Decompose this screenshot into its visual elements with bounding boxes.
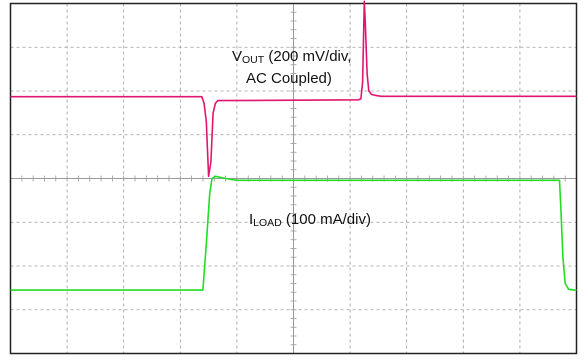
iload-label-sub: LOAD [253,217,282,229]
vout-label-sub: OUT [242,54,265,66]
iload-label-rest: (100 mA/div) [282,211,371,228]
vout-annotation: VOUT (200 mV/div, [232,48,351,66]
traces [10,0,577,291]
vout-label-rest: (200 mV/div, [264,48,351,65]
vout-label-main: V [232,48,242,65]
vout-annotation-line2: AC Coupled) [246,70,332,87]
iload-trace [10,175,577,291]
plot-frame [9,2,578,355]
vout-trace [10,0,577,178]
iload-annotation: ILOAD (100 mA/div) [249,211,371,229]
grid [10,3,577,354]
iload-label-main: I [249,211,253,228]
